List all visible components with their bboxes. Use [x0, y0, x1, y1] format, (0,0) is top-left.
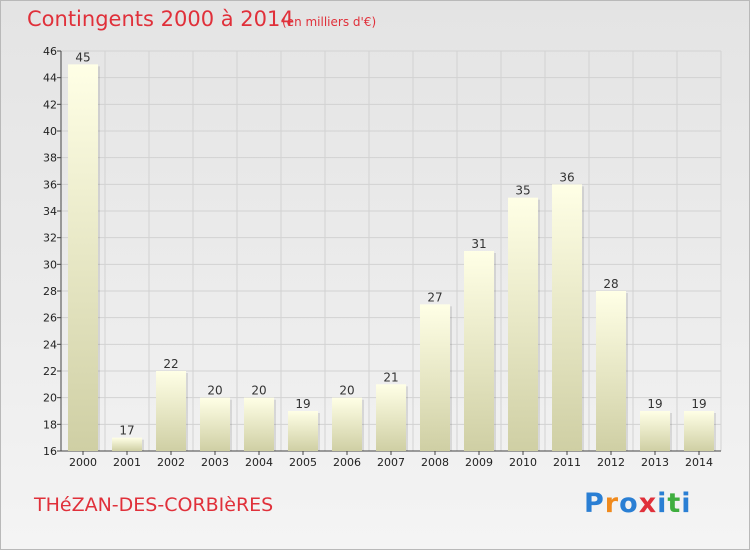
bar: [464, 251, 494, 451]
y-tick-label: 42: [43, 98, 57, 111]
x-tick-label: 2001: [113, 456, 141, 469]
data-label: 31: [471, 237, 486, 251]
data-label: 19: [647, 397, 662, 411]
y-tick-label: 26: [43, 312, 57, 325]
chart-subtitle: (en milliers d'€): [282, 15, 377, 29]
y-tick-label: 18: [43, 418, 57, 431]
x-tick-label: 2010: [509, 456, 537, 469]
bar: [68, 64, 98, 452]
logo-letter: t: [667, 488, 682, 519]
logo-letter: x: [638, 488, 658, 519]
data-label: 20: [207, 384, 222, 398]
x-tick-label: 2005: [289, 456, 317, 469]
data-label: 22: [163, 357, 178, 371]
x-tick-label: 2003: [201, 456, 229, 469]
y-tick-label: 24: [43, 338, 57, 351]
y-tick-label: 20: [43, 392, 57, 405]
logo-letter: i: [657, 488, 668, 519]
bar: [244, 397, 274, 451]
y-tick-label: 40: [43, 125, 57, 138]
bar: [508, 197, 538, 451]
y-tick-label: 16: [43, 445, 57, 458]
data-label: 28: [603, 277, 618, 291]
y-tick-label: 28: [43, 285, 57, 298]
bar: [376, 384, 406, 451]
x-tick-label: 2011: [553, 456, 581, 469]
x-tick-label: 2009: [465, 456, 493, 469]
logo-letter: P: [584, 488, 605, 519]
x-tick-label: 2012: [597, 456, 625, 469]
x-tick-label: 2000: [69, 456, 97, 469]
logo-letter: i: [681, 488, 692, 519]
commune-name: THéZAN-DES-CORBIèRES: [34, 494, 274, 516]
data-label: 20: [339, 384, 354, 398]
bar: [156, 371, 186, 451]
data-label: 21: [383, 370, 398, 384]
y-tick-label: 38: [43, 152, 57, 165]
data-label: 19: [691, 397, 706, 411]
x-tick-label: 2002: [157, 456, 185, 469]
bar: [332, 397, 362, 451]
data-label: 19: [295, 397, 310, 411]
y-tick-label: 44: [43, 72, 57, 85]
y-tick-label: 46: [43, 45, 57, 58]
data-label: 27: [427, 290, 442, 304]
y-tick-label: 36: [43, 178, 57, 191]
bar: [288, 411, 318, 451]
data-label: 45: [75, 50, 90, 64]
bars: [68, 64, 716, 452]
chart-title: Contingents 2000 à 2014: [27, 7, 294, 31]
bar: [112, 437, 142, 451]
x-tick-label: 2013: [641, 456, 669, 469]
y-tick-label: 22: [43, 365, 57, 378]
data-label: 17: [119, 424, 134, 438]
logo-letter: r: [604, 488, 620, 519]
bar: [640, 411, 670, 451]
data-label: 36: [559, 170, 574, 184]
x-tick-label: 2007: [377, 456, 405, 469]
y-tick-label: 34: [43, 205, 57, 218]
y-tick-label: 32: [43, 232, 57, 245]
data-label: 20: [251, 384, 266, 398]
labels: 16 18 20 22 24 26 28 30 32 34 36 38 40 42 44 46 45 2000 17…: [43, 45, 713, 469]
x-tick-label: 2014: [685, 456, 713, 469]
bar: [420, 304, 450, 451]
bar: [552, 184, 582, 452]
proxiti-logo: Proxiti: [584, 488, 692, 519]
logo-letter: o: [619, 488, 639, 519]
x-tick-label: 2008: [421, 456, 449, 469]
bar: [200, 397, 230, 451]
x-tick-label: 2006: [333, 456, 361, 469]
y-tick-label: 30: [43, 258, 57, 271]
bar: [596, 291, 626, 451]
x-tick-label: 2004: [245, 456, 273, 469]
data-label: 35: [515, 184, 530, 198]
bar: [684, 411, 714, 451]
